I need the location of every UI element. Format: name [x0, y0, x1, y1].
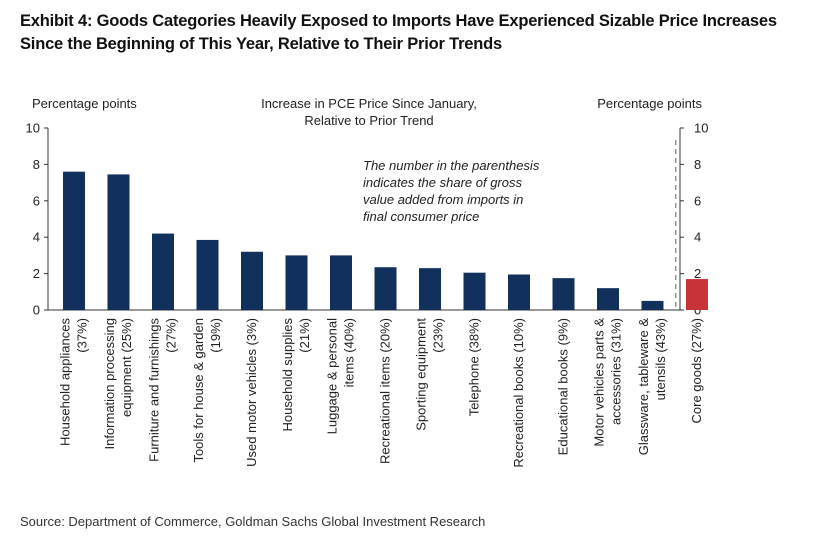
bar — [152, 233, 174, 310]
category-label: Educational books (9%) — [556, 318, 571, 455]
bar — [196, 239, 219, 310]
chart-subtitle-line: Increase in PCE Price Since January, — [261, 96, 477, 111]
bar — [508, 274, 530, 310]
category-label: (37%) — [75, 318, 90, 353]
right-tick-label: 4 — [694, 230, 701, 245]
left-tick-label: 4 — [33, 230, 40, 245]
right-tick-label: 10 — [694, 121, 708, 136]
left-tick-label: 8 — [33, 157, 40, 172]
category-label: Furniture and furnishings — [147, 318, 162, 462]
category-label: Used motor vehicles (3%) — [244, 318, 259, 467]
category-label: (27%) — [164, 318, 179, 353]
bar — [285, 255, 308, 310]
left-tick-label: 0 — [33, 303, 40, 318]
category-label: (23%) — [431, 318, 446, 353]
category-label: Recreational items (20%) — [378, 318, 393, 464]
bar — [374, 267, 397, 310]
annotation-line: value added from imports in — [363, 192, 523, 207]
bar — [241, 251, 263, 310]
category-label: Household appliances — [58, 318, 73, 446]
bar-core-goods — [686, 279, 708, 310]
category-label: Luggage & personal — [325, 318, 340, 434]
category-label: Sporting equipment — [414, 318, 429, 431]
category-label: equipment (25%) — [119, 318, 134, 417]
chart-title-line-1: Exhibit 4: Goods Categories Heavily Expo… — [20, 12, 777, 30]
bar — [63, 171, 85, 310]
category-label: Tools for house & garden — [191, 318, 206, 463]
left-tick-label: 6 — [33, 193, 40, 208]
annotation-line: The number in the parenthesis — [363, 158, 540, 173]
right-tick-label: 6 — [694, 193, 701, 208]
category-label: items (40%) — [342, 318, 357, 387]
category-label: utensils (43%) — [653, 318, 668, 400]
chart-subtitle-line: Relative to Prior Trend — [304, 113, 433, 128]
category-label: Information processing — [102, 318, 117, 450]
category-label: (19%) — [208, 318, 223, 353]
chart-title: Exhibit 4: Goods Categories Heavily Expo… — [20, 10, 810, 56]
annotation-line: final consumer price — [363, 209, 479, 224]
category-label: accessories (31%) — [609, 318, 624, 425]
category-label: Telephone (38%) — [467, 318, 482, 416]
bar — [552, 278, 575, 310]
right-tick-label: 2 — [694, 266, 701, 281]
category-label: Recreational books (10%) — [511, 318, 526, 468]
source-note: Source: Department of Commerce, Goldman … — [20, 514, 486, 529]
category-label: Glassware, tableware & — [636, 318, 651, 456]
bar — [330, 255, 352, 310]
left-axis-label: Percentage points — [32, 96, 137, 111]
right-axis-label: Percentage points — [597, 96, 702, 111]
bar — [597, 288, 619, 310]
category-label: (21%) — [297, 318, 312, 353]
left-tick-label: 2 — [33, 266, 40, 281]
category-label: Core goods (27%) — [689, 318, 704, 424]
annotation-line: indicates the share of gross — [363, 175, 522, 190]
right-tick-label: 8 — [694, 157, 701, 172]
left-tick-label: 10 — [26, 121, 40, 136]
bar — [419, 268, 441, 310]
category-label: Motor vehicles parts & — [592, 318, 607, 447]
bar — [463, 272, 486, 310]
chart-title-line-2: Since the Beginning of This Year, Relati… — [20, 35, 503, 53]
category-label: Household supplies — [280, 318, 295, 432]
bar — [107, 174, 130, 310]
bar — [641, 300, 664, 310]
